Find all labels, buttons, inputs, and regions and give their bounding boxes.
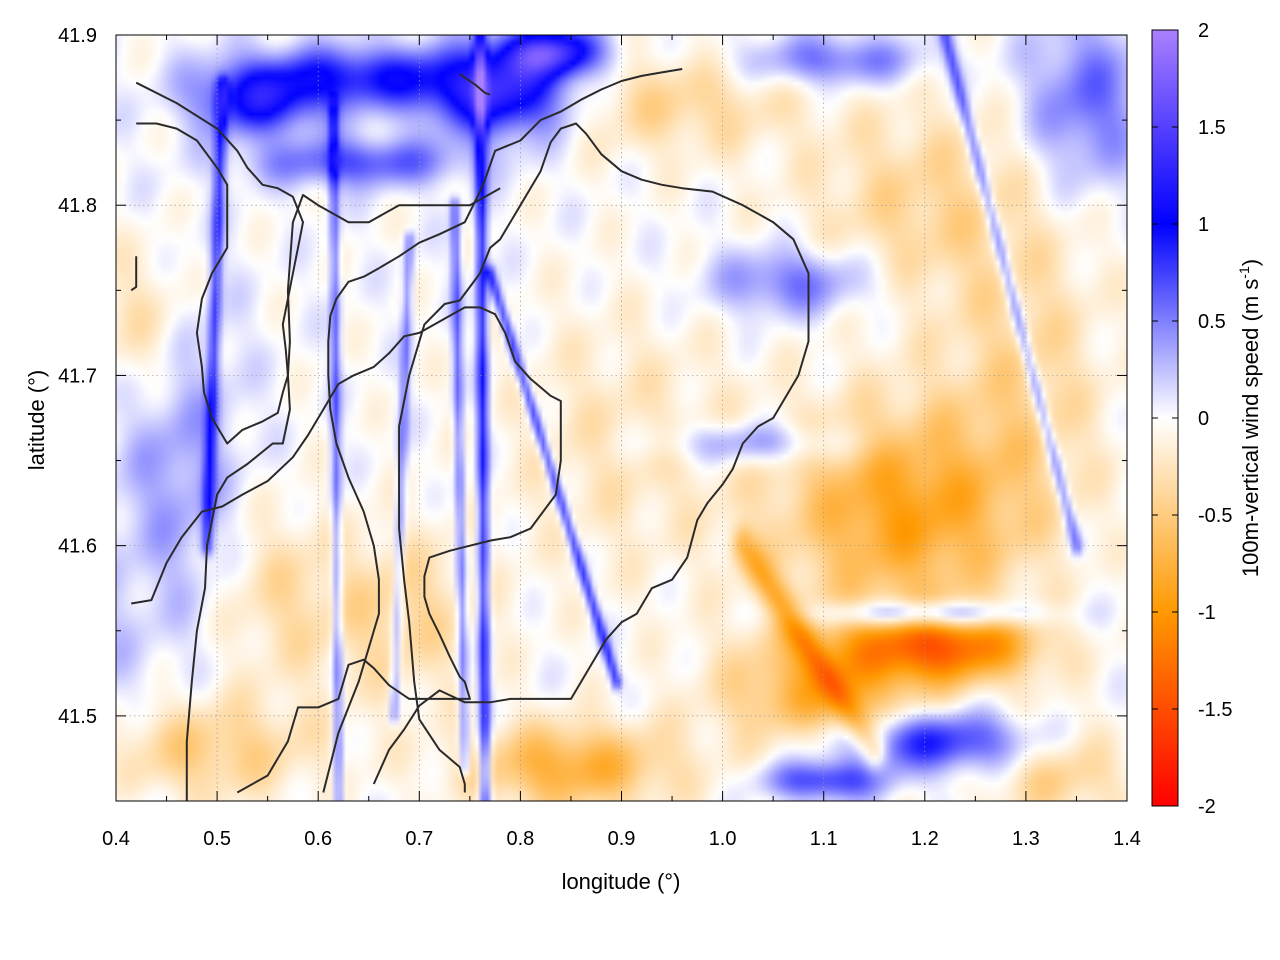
- colorbar-label-end: ): [1238, 259, 1263, 266]
- grid-lines: [116, 35, 1127, 801]
- colorbar-tick-label: -1: [1198, 602, 1216, 624]
- y-tick-label: 41.7: [58, 365, 97, 387]
- x-tick-label: 1.0: [709, 828, 737, 850]
- colorbar-label: 100m-vertical wind speed (m s-1): [1236, 259, 1263, 577]
- x-tick-label: 1.4: [1113, 828, 1141, 850]
- colorbar-tick-label: 1.5: [1198, 117, 1226, 139]
- x-tick-label: 1.3: [1012, 828, 1040, 850]
- x-tick-label: 0.6: [304, 828, 332, 850]
- x-axis-label: longitude (°): [562, 869, 681, 894]
- contour-line: [372, 122, 810, 793]
- colorbar-tick-label: -2: [1198, 796, 1216, 818]
- x-tick-label: 0.5: [203, 828, 231, 850]
- y-axis-ticks: 41.5 41.6 41.7 41.8 41.9: [58, 25, 1127, 802]
- contour-line: [130, 256, 138, 292]
- x-axis-ticks: 0.4 0.5 0.6 0.7 0.8 0.9 1.0 1.1 1.2 1.3 1.4: [102, 35, 1141, 850]
- y-tick-label: 41.5: [58, 706, 97, 728]
- x-tick-label: 0.4: [102, 828, 130, 850]
- x-tick-label: 0.7: [405, 828, 433, 850]
- x-tick-label: 1.1: [810, 828, 838, 850]
- colorbar-tick-label: 2: [1198, 20, 1209, 42]
- colorbar-tick-label: -0.5: [1198, 505, 1232, 527]
- colorbar-tick-label: 0.5: [1198, 311, 1226, 333]
- y-tick-label: 41.6: [58, 536, 97, 558]
- x-tick-label: 1.2: [911, 828, 939, 850]
- x-tick-label: 0.8: [506, 828, 534, 850]
- colorbar-tick-label: -1.5: [1198, 699, 1232, 721]
- colorbar-tick-label: 1: [1198, 214, 1209, 236]
- y-tick-label: 41.8: [58, 195, 97, 217]
- colorbar: 2 1.5 1 0.5 0 -0.5 -1 -1.5 -2 100m-vertical wind…: [1151, 20, 1263, 818]
- contour-line: [459, 73, 491, 96]
- y-axis-label: latitude (°): [24, 370, 49, 471]
- contour-lines: [130, 68, 810, 801]
- colorbar-tick-label: 0: [1198, 408, 1209, 430]
- colorbar-label-exponent: -1: [1236, 266, 1252, 279]
- contour-line: [136, 122, 501, 445]
- y-tick-label: 41.9: [58, 25, 97, 47]
- x-tick-label: 0.9: [608, 828, 636, 850]
- colorbar-label-main: 100m-vertical wind speed (m s: [1238, 279, 1263, 577]
- contour-line: [135, 81, 304, 801]
- contour-line: [131, 306, 562, 794]
- colorbar-ticks: 2 1.5 1 0.5 0 -0.5 -1 -1.5 -2: [1152, 20, 1232, 818]
- contour-line: [322, 68, 683, 793]
